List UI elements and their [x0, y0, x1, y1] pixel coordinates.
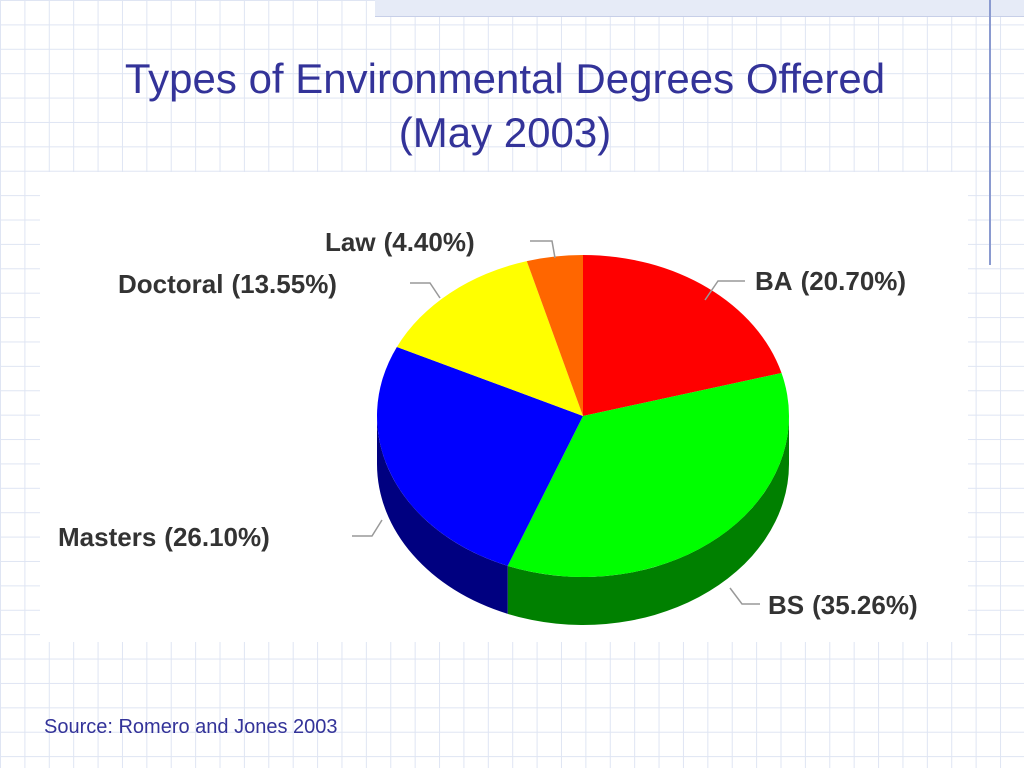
slice-category: Masters [58, 522, 156, 552]
slice-label: Doctoral (13.55%) [118, 269, 337, 299]
slice-side [377, 416, 508, 614]
slice-value-label: (13.55%) [231, 269, 337, 299]
slice-side [507, 416, 789, 626]
header-band [375, 0, 1024, 17]
source-note: Source: Romero and Jones 2003 [44, 716, 338, 738]
slice-value-label: (35.26%) [812, 590, 918, 620]
leader-line [352, 519, 383, 537]
side-rule [989, 0, 991, 265]
slice-label: BA (20.70%) [755, 266, 906, 296]
slice [507, 373, 789, 578]
slice-value-label: (26.10%) [164, 522, 270, 552]
slice-value-label: (20.70%) [801, 266, 907, 296]
leader-line [530, 240, 556, 259]
slice [583, 255, 782, 416]
leader-line [704, 280, 745, 301]
slice [526, 255, 583, 416]
slice [376, 346, 583, 566]
slice-label: Masters (26.10%) [58, 522, 270, 552]
slice-category: Doctoral [118, 269, 223, 299]
slice-value-label: (4.40%) [384, 227, 475, 257]
leader-line [410, 282, 441, 299]
chart: BA (20.70%) BS (35.26%) Masters (26.10%) Docto… [58, 226, 918, 626]
slice-category: Law [325, 227, 376, 257]
chart-title: Types of Environmental Degrees Offered (… [124, 55, 886, 156]
leader-line [729, 587, 760, 605]
slice [396, 261, 583, 416]
slice-category: BA [755, 266, 793, 296]
slice-label: BS (35.26%) [768, 590, 918, 620]
slice-category: BS [768, 590, 804, 620]
slice-label: Law (4.40%) [325, 227, 475, 257]
